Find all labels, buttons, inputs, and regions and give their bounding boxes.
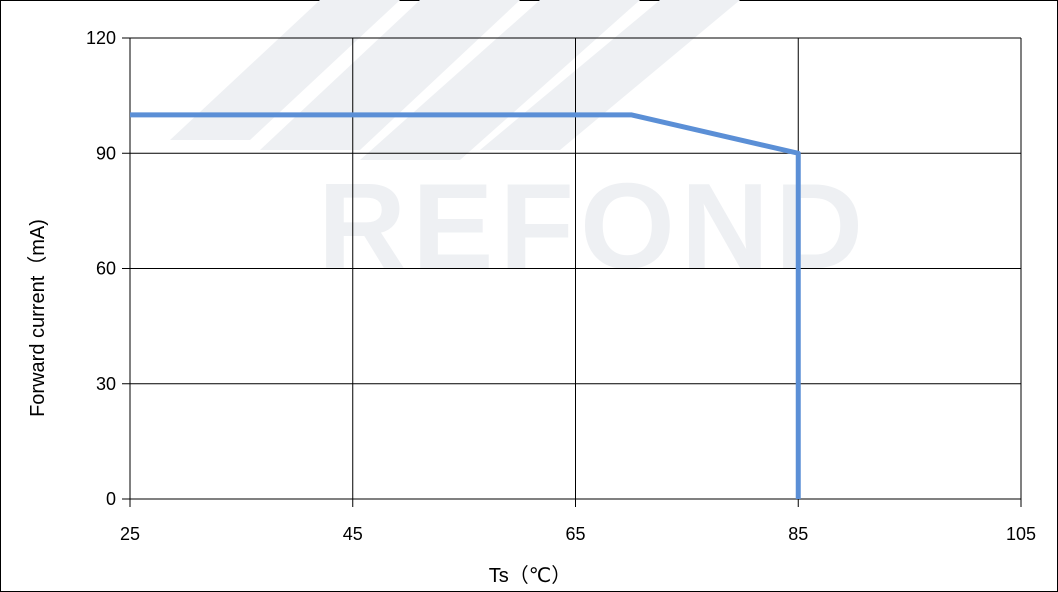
x-tick-label: 85 bbox=[788, 524, 808, 544]
x-tick-label: 105 bbox=[1006, 524, 1036, 544]
y-tick-label: 0 bbox=[106, 489, 116, 509]
y-tick-label: 90 bbox=[96, 143, 116, 163]
watermark-text: REFOND bbox=[318, 158, 869, 294]
y-tick-label: 30 bbox=[96, 374, 116, 394]
y-tick-label: 120 bbox=[86, 28, 116, 48]
x-tick-label: 25 bbox=[120, 524, 140, 544]
x-axis-title: Ts（℃） bbox=[489, 564, 571, 587]
x-tick-label: 65 bbox=[565, 524, 585, 544]
watermark-stripes bbox=[170, 0, 740, 160]
series bbox=[130, 112, 801, 499]
x-tick-label: 45 bbox=[343, 524, 363, 544]
y-tick-label: 60 bbox=[96, 259, 116, 279]
series-line bbox=[130, 112, 801, 499]
axes: 0 30 60 90 120 25 45 65 85 105 bbox=[86, 28, 1036, 544]
y-axis-title: Forward current（mA) bbox=[26, 219, 49, 417]
